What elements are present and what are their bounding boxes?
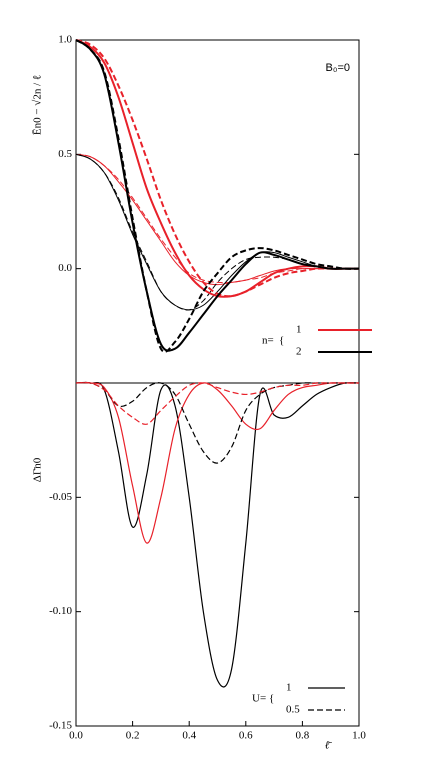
x-tick-label: 0.2 xyxy=(126,730,140,742)
legend-label: 0.5 xyxy=(286,704,300,716)
y-axis-label: Ēn0 − √2n / ℓ xyxy=(32,75,44,135)
series-line xyxy=(75,381,359,464)
y-tick-label: -0.05 xyxy=(49,491,72,503)
y-tick-label: 0.5 xyxy=(58,148,72,160)
series-line xyxy=(75,153,359,286)
plot-frame xyxy=(75,39,360,384)
series-line xyxy=(75,153,359,311)
series-line xyxy=(75,381,359,425)
plot-frame xyxy=(75,382,360,727)
y-tick-label: 0.0 xyxy=(58,262,72,274)
x-tick-label: 1.0 xyxy=(352,730,366,742)
series-line xyxy=(75,39,359,298)
x-tick-label: 0.0 xyxy=(69,730,83,742)
y-tick-label: -0.15 xyxy=(49,720,72,732)
annotation: B₀=0 xyxy=(326,62,350,74)
legend-label: 1 xyxy=(296,324,302,336)
series-line xyxy=(75,153,359,284)
series-line xyxy=(75,39,359,298)
x-tick-label: 0.6 xyxy=(239,730,253,742)
legend-label: 2 xyxy=(296,346,302,358)
y-tick-label: -0.10 xyxy=(49,605,72,617)
series-line xyxy=(75,39,359,352)
legend-label: 1 xyxy=(286,682,292,694)
legend-brace: { xyxy=(279,335,284,347)
series-line xyxy=(75,382,359,544)
series-line xyxy=(75,39,360,353)
y-axis-label: ΔΓ̄n0 xyxy=(32,457,44,482)
x-tick-label: 0.4 xyxy=(182,730,196,742)
y-tick-label: 1.0 xyxy=(58,34,72,46)
x-tick-label: 0.8 xyxy=(296,730,310,742)
series-line xyxy=(75,153,359,311)
legend-brace: { xyxy=(269,693,274,705)
x-axis-label: ℓ̄ xyxy=(325,740,333,752)
series-line xyxy=(75,381,360,688)
legend-title: n= xyxy=(262,335,274,347)
legend-title: U= xyxy=(252,693,266,705)
